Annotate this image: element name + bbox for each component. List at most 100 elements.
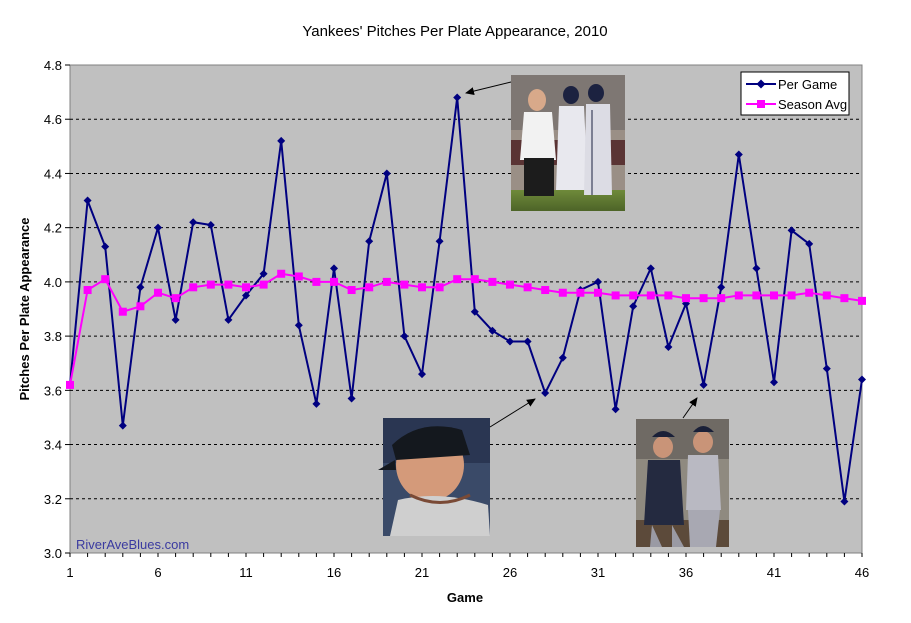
season-avg-point: [541, 286, 550, 295]
per-game-point: [470, 307, 479, 316]
per-game-point: [83, 196, 92, 205]
series-line-0: [69, 97, 863, 502]
per-game-point: [734, 150, 743, 159]
season-avg-point: [664, 291, 673, 300]
season-avg-point: [312, 277, 321, 286]
annotation-arrow-1: [465, 81, 512, 95]
y-tick-label: 3.0: [44, 546, 62, 561]
per-game-point: [453, 93, 462, 102]
season-avg-point: [453, 275, 462, 284]
legend: Per Game Season Avg: [740, 71, 850, 116]
season-avg-point: [136, 302, 145, 311]
per-game-point: [136, 283, 145, 292]
per-game-point: [259, 269, 268, 278]
season-avg-point: [66, 380, 74, 389]
y-tick-label: 3.2: [44, 492, 62, 507]
per-game-point: [242, 291, 250, 300]
y-tick-label: 4.6: [44, 112, 62, 127]
photo-batter-helmet: [378, 418, 490, 536]
per-game-point: [224, 315, 233, 324]
season-avg-point: [840, 294, 849, 303]
y-tick-label: 4.8: [44, 58, 62, 73]
x-tick-label: 36: [679, 565, 693, 580]
season-avg-point: [294, 272, 303, 281]
per-game-point: [435, 237, 444, 246]
season-avg-point: [154, 288, 162, 297]
per-game-point: [506, 337, 514, 346]
season-avg-point: [576, 288, 585, 297]
season-avg-point: [189, 283, 198, 292]
chart-title: Yankees' Pitches Per Plate Appearance, 2…: [302, 23, 607, 40]
season-avg-point: [101, 275, 110, 284]
annotation-arrow-2: [489, 398, 536, 428]
x-tick-label: 41: [767, 565, 781, 580]
per-game-point: [805, 239, 814, 248]
y-tick-label: 3.8: [44, 329, 62, 344]
season-avg-point: [646, 291, 655, 300]
season-avg-point: [206, 280, 215, 289]
per-game-point: [488, 326, 497, 335]
season-avg-point: [805, 288, 814, 297]
x-tick-label: 46: [855, 565, 869, 580]
y-axis-label: Pitches Per Plate Appearance: [17, 217, 32, 400]
per-game-point: [664, 342, 673, 351]
per-game-point: [858, 375, 866, 384]
season-avg-point: [752, 291, 761, 300]
season-avg-point: [523, 283, 532, 292]
x-axis-label: Game: [447, 590, 483, 605]
season-avg-point: [717, 294, 726, 303]
series-line-1: [69, 272, 863, 386]
season-avg-point: [242, 283, 250, 292]
per-game-point: [101, 242, 110, 251]
per-game-point: [822, 364, 831, 373]
season-avg-point: [382, 277, 391, 286]
season-avg-point: [418, 283, 426, 292]
legend-label-season-avg: Season Avg: [778, 97, 847, 112]
watermark: RiverAveBlues.com: [76, 537, 189, 552]
photo-manager-player: [636, 419, 729, 547]
season-avg-point: [224, 280, 233, 289]
per-game-point: [347, 394, 356, 403]
per-game-point: [418, 370, 426, 379]
per-game-point: [154, 223, 162, 232]
season-avg-point: [83, 286, 92, 295]
legend-square-marker: [757, 100, 765, 108]
per-game-point: [382, 169, 391, 178]
x-tick-label: 1: [66, 565, 73, 580]
season-avg-point: [277, 269, 286, 278]
photo-trainer-escort: [511, 75, 625, 211]
annotation-arrow-3: [682, 397, 698, 419]
x-axis-ticks: 1 6 11 16 21 26 31 36 41 46: [66, 553, 869, 580]
per-game-point: [717, 283, 726, 292]
season-avg-point: [682, 294, 690, 303]
per-game-point: [646, 264, 655, 273]
season-avg-point: [171, 294, 180, 303]
per-game-point: [541, 389, 550, 398]
per-game-point: [787, 226, 796, 235]
y-tick-label: 3.4: [44, 438, 62, 453]
y-axis-ticks: 3.0 3.2 3.4 3.6 3.8 4.0 4.2 4.4 4.6 4.8: [44, 58, 70, 561]
per-game-point: [629, 302, 638, 311]
season-avg-point: [699, 294, 708, 303]
season-avg-point: [435, 283, 444, 292]
x-tick-label: 26: [503, 565, 517, 580]
season-avg-point: [787, 291, 796, 300]
season-avg-point: [734, 291, 743, 300]
per-game-point: [330, 264, 338, 273]
season-avg-point: [347, 286, 356, 295]
season-avg-point: [118, 307, 127, 316]
per-game-point: [365, 237, 374, 246]
y-tick-label: 4.0: [44, 275, 62, 290]
per-game-point: [558, 353, 567, 362]
y-tick-label: 4.2: [44, 221, 62, 236]
season-avg-point: [400, 280, 409, 289]
legend-diamond-marker: [756, 79, 766, 89]
per-game-point: [118, 421, 127, 430]
per-game-point: [523, 337, 532, 346]
x-tick-label: 31: [591, 565, 605, 580]
season-avg-point: [629, 291, 638, 300]
season-avg-point: [470, 275, 479, 284]
x-tick-label: 16: [327, 565, 341, 580]
y-tick-label: 3.6: [44, 383, 62, 398]
